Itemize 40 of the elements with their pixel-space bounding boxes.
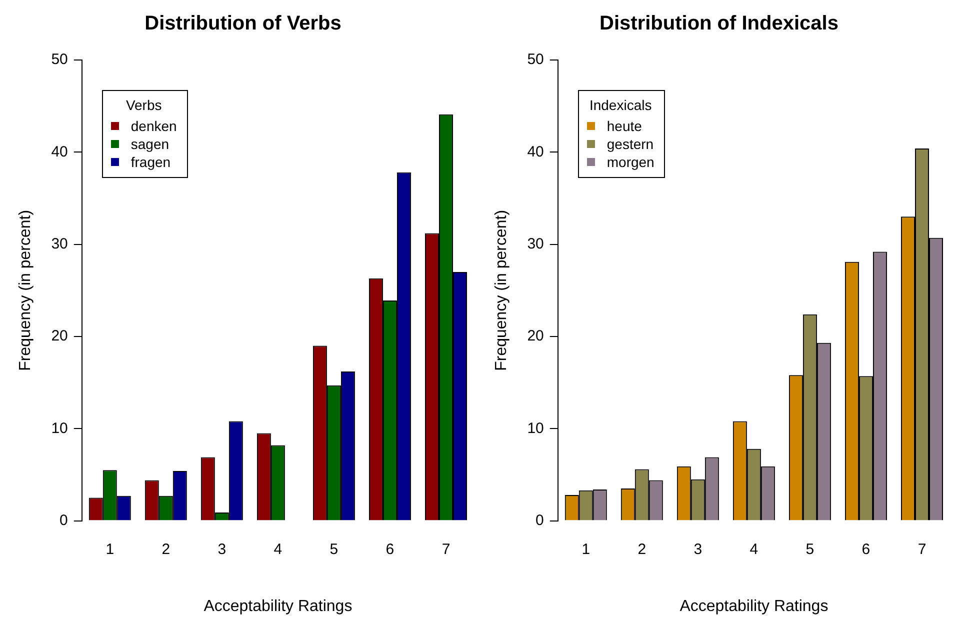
x-tick-label: 6 — [386, 540, 394, 558]
y-tick-label: 30 — [527, 235, 544, 252]
x-tick-label: 5 — [330, 540, 338, 558]
legend-label: denken — [130, 117, 177, 135]
y-tick-label: 40 — [527, 143, 544, 160]
x-tick-label: 2 — [638, 540, 646, 558]
y-tick-label: 50 — [51, 51, 68, 68]
legend-title: Indexicals — [588, 97, 653, 113]
x-axis-title: Acceptability Ratings — [204, 598, 352, 615]
legend-label: fragen — [130, 153, 171, 171]
y-axis-title: Frequency (in percent) — [493, 210, 510, 371]
x-tick-label: 7 — [918, 540, 926, 558]
x-tick-label: 4 — [274, 540, 282, 558]
y-tick-label: 0 — [60, 512, 68, 529]
chart-title: Distribution of Indexicals — [600, 12, 838, 35]
legend-label: gestern — [606, 135, 654, 153]
legend-label: heute — [606, 117, 642, 135]
x-tick-label: 6 — [862, 540, 870, 558]
y-tick-label: 10 — [51, 420, 68, 437]
y-tick-label: 30 — [51, 235, 68, 252]
x-tick-label: 4 — [750, 540, 758, 558]
x-axis-title: Acceptability Ratings — [680, 598, 828, 615]
y-tick-label: 10 — [527, 420, 544, 437]
y-tick-label: 40 — [51, 143, 68, 160]
y-tick-label: 0 — [536, 512, 544, 529]
y-axis-title: Frequency (in percent) — [17, 210, 34, 371]
legend-label: sagen — [130, 135, 170, 153]
x-tick-label: 7 — [442, 540, 450, 558]
x-tick-label: 3 — [218, 540, 226, 558]
y-tick-label: 20 — [527, 328, 544, 345]
x-tick-label: 1 — [106, 540, 114, 558]
x-tick-label: 5 — [806, 540, 814, 558]
x-tick-label: 3 — [694, 540, 702, 558]
chart-title: Distribution of Verbs — [144, 12, 342, 35]
x-tick-label: 2 — [162, 540, 170, 558]
x-tick-label: 1 — [582, 540, 590, 558]
y-tick-label: 20 — [51, 328, 68, 345]
legend-label: morgen — [606, 153, 654, 171]
legend-title: Verbs — [124, 97, 163, 113]
y-tick-label: 50 — [527, 51, 544, 68]
